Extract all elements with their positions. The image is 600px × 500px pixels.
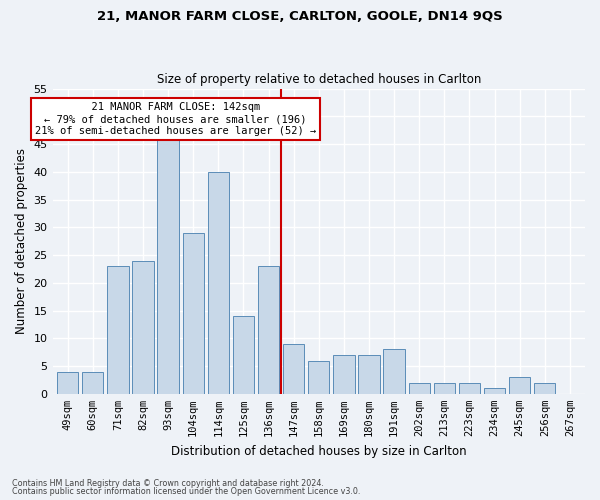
Y-axis label: Number of detached properties: Number of detached properties <box>15 148 28 334</box>
Text: 21, MANOR FARM CLOSE, CARLTON, GOOLE, DN14 9QS: 21, MANOR FARM CLOSE, CARLTON, GOOLE, DN… <box>97 10 503 23</box>
Bar <box>157 138 179 394</box>
Bar <box>132 260 154 394</box>
Bar <box>57 372 78 394</box>
Bar <box>333 355 355 394</box>
Bar <box>82 372 103 394</box>
Bar <box>459 382 480 394</box>
Bar <box>509 377 530 394</box>
Bar <box>409 382 430 394</box>
Text: Contains HM Land Registry data © Crown copyright and database right 2024.: Contains HM Land Registry data © Crown c… <box>12 478 324 488</box>
Bar <box>383 350 405 394</box>
Bar <box>233 316 254 394</box>
Bar <box>434 382 455 394</box>
Bar <box>484 388 505 394</box>
Text: Contains public sector information licensed under the Open Government Licence v3: Contains public sector information licen… <box>12 487 361 496</box>
Bar <box>182 233 204 394</box>
Bar <box>107 266 128 394</box>
Bar <box>308 360 329 394</box>
Bar <box>208 172 229 394</box>
Bar <box>358 355 380 394</box>
Bar <box>283 344 304 394</box>
X-axis label: Distribution of detached houses by size in Carlton: Distribution of detached houses by size … <box>171 444 467 458</box>
Bar <box>258 266 279 394</box>
Title: Size of property relative to detached houses in Carlton: Size of property relative to detached ho… <box>157 73 481 86</box>
Text: 21 MANOR FARM CLOSE: 142sqm  
← 79% of detached houses are smaller (196)
21% of : 21 MANOR FARM CLOSE: 142sqm ← 79% of det… <box>35 102 316 136</box>
Bar <box>534 382 556 394</box>
